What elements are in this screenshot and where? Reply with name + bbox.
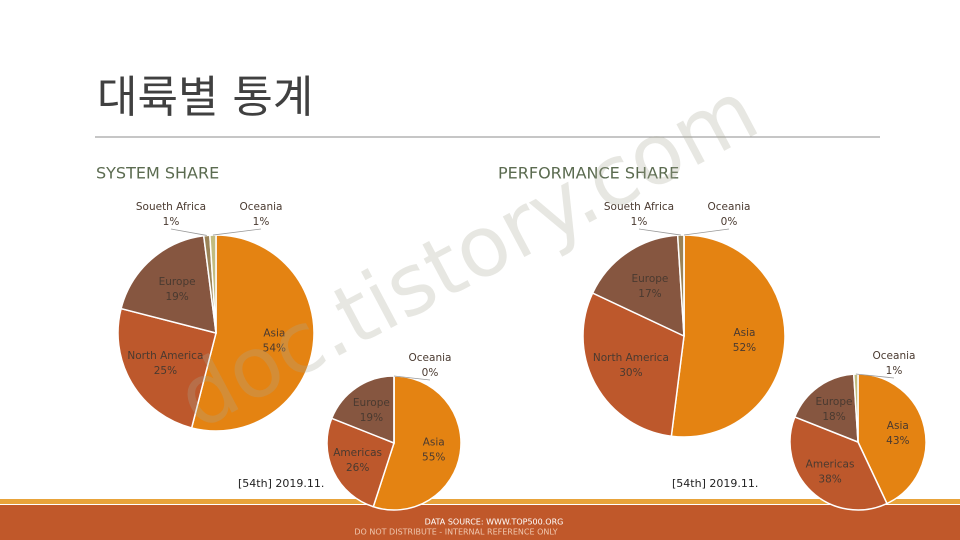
slice-label: Asia 52% bbox=[733, 327, 756, 354]
category-label: North America bbox=[593, 352, 669, 364]
pie-slice bbox=[190, 234, 315, 432]
slice-label: Europe 17% bbox=[631, 273, 668, 300]
category-label: Europe bbox=[353, 397, 390, 409]
category-label: Asia bbox=[423, 436, 445, 448]
category-label: Americas bbox=[806, 459, 855, 471]
value-label: 25% bbox=[154, 365, 177, 377]
category-label: Oceania bbox=[873, 350, 916, 362]
value-label: 1% bbox=[163, 216, 180, 228]
footer-stripe bbox=[0, 499, 960, 504]
leader-line bbox=[212, 228, 262, 236]
value-label: 0% bbox=[422, 367, 439, 379]
value-label: 55% bbox=[422, 451, 445, 463]
slice-label: North America 25% bbox=[127, 350, 203, 377]
pie-slice bbox=[591, 234, 685, 338]
slice-label: Oceania 1% bbox=[873, 350, 916, 377]
category-label: Europe bbox=[159, 276, 196, 288]
slice-label: Oceania 0% bbox=[409, 352, 452, 379]
pie-slice bbox=[120, 234, 217, 335]
value-label: 26% bbox=[346, 462, 369, 474]
value-label: 52% bbox=[733, 342, 756, 354]
pie-slice bbox=[582, 291, 685, 438]
chart-title: SYSTEM SHARE bbox=[96, 164, 219, 183]
value-label: 18% bbox=[822, 411, 845, 423]
value-label: 17% bbox=[638, 288, 661, 300]
slice-label: Soueth Africa 1% bbox=[604, 201, 674, 228]
value-label: 19% bbox=[165, 291, 188, 303]
footer-band bbox=[0, 505, 960, 540]
chart-annotation: [54th] 2019.11. bbox=[238, 477, 324, 490]
value-label: 0% bbox=[721, 216, 738, 228]
category-label: Europe bbox=[816, 396, 853, 408]
value-label: 1% bbox=[886, 365, 903, 377]
slide-title: 대륙별 통계 bbox=[97, 72, 313, 123]
slice-label: Asia 54% bbox=[263, 327, 286, 354]
value-label: 38% bbox=[818, 474, 841, 486]
pie-slice bbox=[330, 375, 395, 445]
value-label: 19% bbox=[360, 412, 383, 424]
leader-line bbox=[638, 228, 681, 236]
category-label: Asia bbox=[263, 327, 285, 339]
leader-line bbox=[855, 373, 895, 379]
pie-slice bbox=[670, 234, 786, 438]
category-label: Soueth Africa bbox=[604, 201, 674, 213]
value-label: 1% bbox=[631, 216, 648, 228]
pie-slice bbox=[857, 373, 927, 505]
slice-label: Americas 38% bbox=[806, 459, 855, 486]
leader-line bbox=[170, 228, 207, 236]
leader-line bbox=[393, 375, 431, 381]
leader-line bbox=[683, 228, 730, 236]
footer-notice: DO NOT DISTRIBUTE - INTERNAL REFERENCE O… bbox=[354, 528, 557, 537]
footer-source: DATA SOURCE: WWW.TOP500.ORG bbox=[425, 518, 564, 527]
value-label: 1% bbox=[253, 216, 270, 228]
pie-slice bbox=[326, 417, 395, 508]
slice-label: Asia 55% bbox=[422, 436, 445, 463]
category-label: Oceania bbox=[409, 352, 452, 364]
value-label: 54% bbox=[263, 342, 286, 354]
pie-slice bbox=[117, 307, 217, 429]
slice-label: Europe 19% bbox=[353, 397, 390, 424]
category-label: Oceania bbox=[708, 201, 751, 213]
category-label: Europe bbox=[631, 273, 668, 285]
slice-label: North America 30% bbox=[593, 352, 669, 379]
value-label: 30% bbox=[619, 367, 642, 379]
category-label: North America bbox=[127, 350, 203, 362]
category-label: Asia bbox=[887, 420, 909, 432]
slice-label: Americas 26% bbox=[333, 447, 382, 474]
category-label: Soueth Africa bbox=[136, 201, 206, 213]
slice-label: Oceania 1% bbox=[240, 201, 283, 228]
slice-label: Europe 18% bbox=[816, 396, 853, 423]
pie-slice bbox=[789, 415, 888, 511]
chart-title: PERFORMANCE SHARE bbox=[498, 164, 679, 183]
pie-slice bbox=[793, 373, 859, 444]
slice-label: Oceania 0% bbox=[708, 201, 751, 228]
slice-label: Europe 19% bbox=[159, 276, 196, 303]
chart-annotation: [54th] 2019.11. bbox=[672, 477, 758, 490]
category-label: Asia bbox=[733, 327, 755, 339]
slice-label: Soueth Africa 1% bbox=[136, 201, 206, 228]
pie-slice bbox=[372, 375, 462, 511]
category-label: Americas bbox=[333, 447, 382, 459]
slice-label: Asia 43% bbox=[886, 420, 909, 447]
value-label: 43% bbox=[886, 435, 909, 447]
category-label: Oceania bbox=[240, 201, 283, 213]
